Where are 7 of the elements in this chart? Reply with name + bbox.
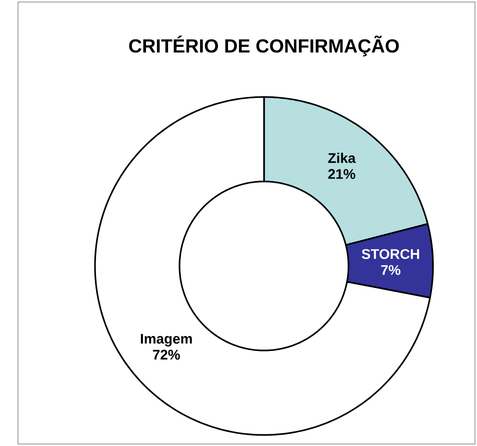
chart-title: CRITÉRIO DE CONFIRMAÇÃO — [129, 36, 399, 56]
slice-label: Imagem — [140, 334, 192, 347]
data-label: 7% — [381, 265, 400, 275]
data-label: 72% — [152, 350, 180, 360]
slice-label: Zika — [328, 152, 356, 164]
data-label: 21% — [328, 169, 356, 179]
slice-label: STORCH — [362, 249, 420, 259]
